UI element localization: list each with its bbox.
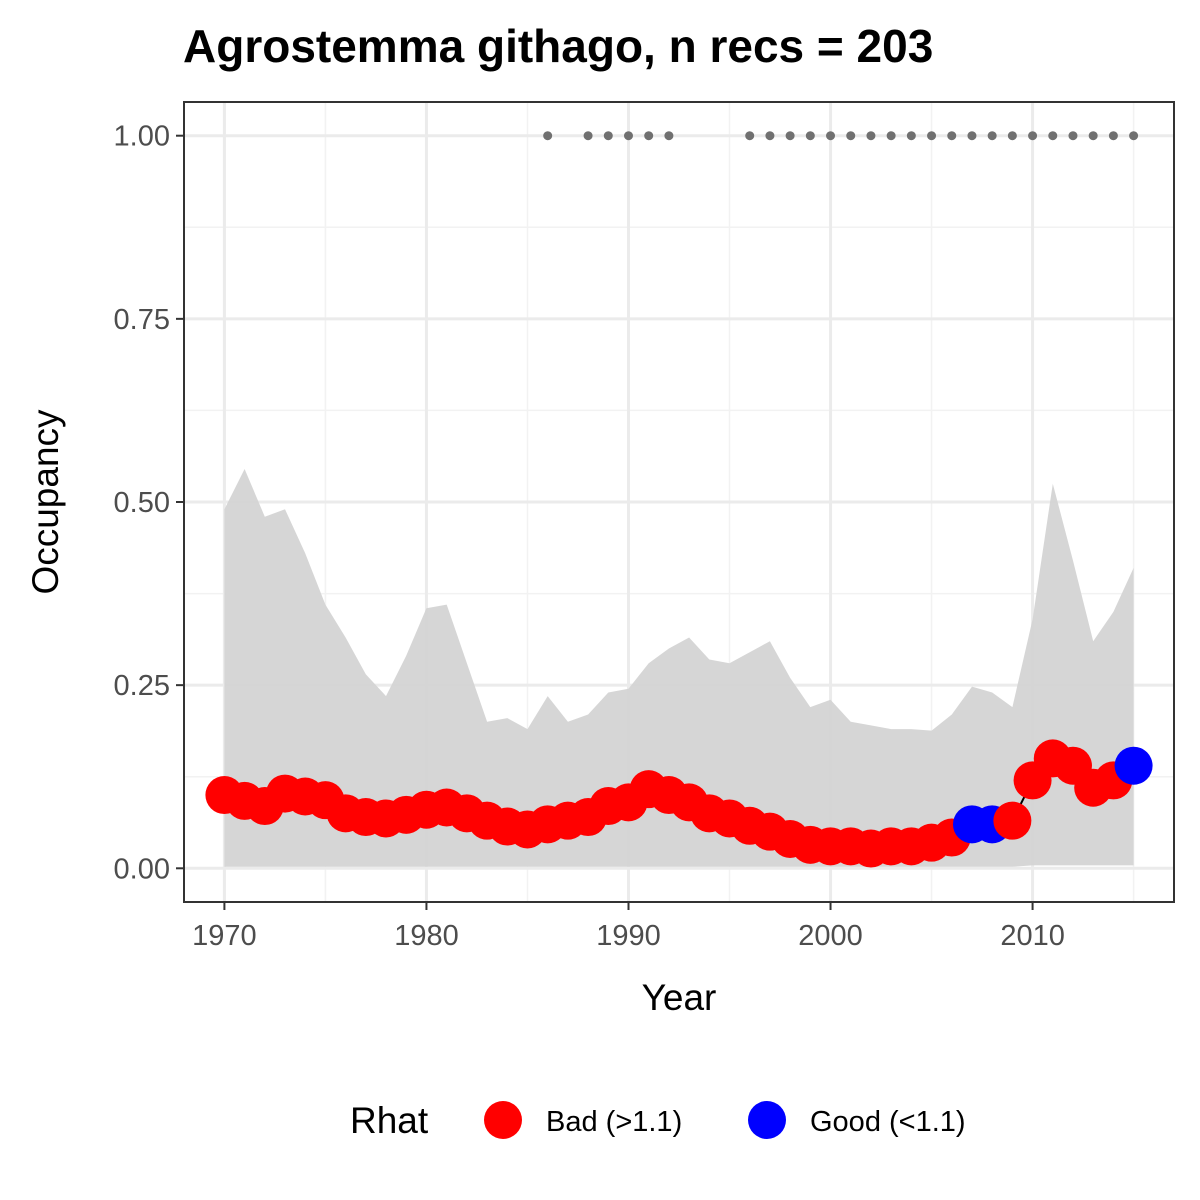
record-year-dot <box>866 131 876 141</box>
legend-label-good: Good (<1.1) <box>810 1106 966 1138</box>
record-year-dot <box>644 131 654 141</box>
record-year-dot <box>967 131 977 141</box>
record-year-dot <box>846 131 856 141</box>
x-tick-label: 2000 <box>798 920 863 952</box>
record-year-dot <box>1048 131 1058 141</box>
occupancy-point <box>993 801 1032 840</box>
x-tick-label: 1980 <box>394 920 459 952</box>
record-year-markers <box>543 131 1139 141</box>
record-year-dot <box>603 131 613 141</box>
y-tick-label: 0.00 <box>114 853 170 885</box>
record-year-dot <box>826 131 836 141</box>
record-year-dot <box>1129 131 1139 141</box>
legend-key-good <box>748 1101 786 1139</box>
legend: Rhat Bad (>1.1) Good (<1.1) <box>350 1100 966 1141</box>
x-tick-label: 1990 <box>596 920 661 952</box>
occupancy-points <box>205 739 1153 868</box>
x-axis: 1970 1980 1990 2000 2010 <box>192 902 1065 952</box>
record-year-dot <box>1088 131 1098 141</box>
legend-key-bad <box>484 1101 522 1139</box>
y-axis-title: Occupancy <box>25 409 66 595</box>
y-tick-label: 1.00 <box>114 121 170 153</box>
x-tick-label: 2010 <box>1000 920 1065 952</box>
record-year-dot <box>583 131 593 141</box>
record-year-dot <box>947 131 957 141</box>
record-year-dot <box>1007 131 1017 141</box>
x-tick-label: 1970 <box>192 920 257 952</box>
record-year-dot <box>1068 131 1078 141</box>
record-year-dot <box>664 131 674 141</box>
record-year-dot <box>745 131 755 141</box>
record-year-dot <box>785 131 795 141</box>
occupancy-point <box>1114 746 1153 785</box>
legend-title: Rhat <box>350 1100 429 1141</box>
credible-interval-ribbon <box>224 469 1134 867</box>
y-tick-label: 0.75 <box>114 304 170 336</box>
record-year-dot <box>805 131 815 141</box>
y-axis: 0.00 0.25 0.50 0.75 1.00 <box>114 121 184 885</box>
legend-label-bad: Bad (>1.1) <box>546 1106 682 1138</box>
record-year-dot <box>543 131 553 141</box>
record-year-dot <box>765 131 775 141</box>
y-tick-label: 0.50 <box>114 487 170 519</box>
record-year-dot <box>987 131 997 141</box>
x-axis-title: Year <box>642 977 717 1018</box>
record-year-dot <box>623 131 633 141</box>
record-year-dot <box>1108 131 1118 141</box>
record-year-dot <box>886 131 896 141</box>
record-year-dot <box>906 131 916 141</box>
chart-title: Agrostemma githago, n recs = 203 <box>183 20 933 72</box>
y-tick-label: 0.25 <box>114 670 170 702</box>
record-year-dot <box>1028 131 1038 141</box>
record-year-dot <box>927 131 937 141</box>
